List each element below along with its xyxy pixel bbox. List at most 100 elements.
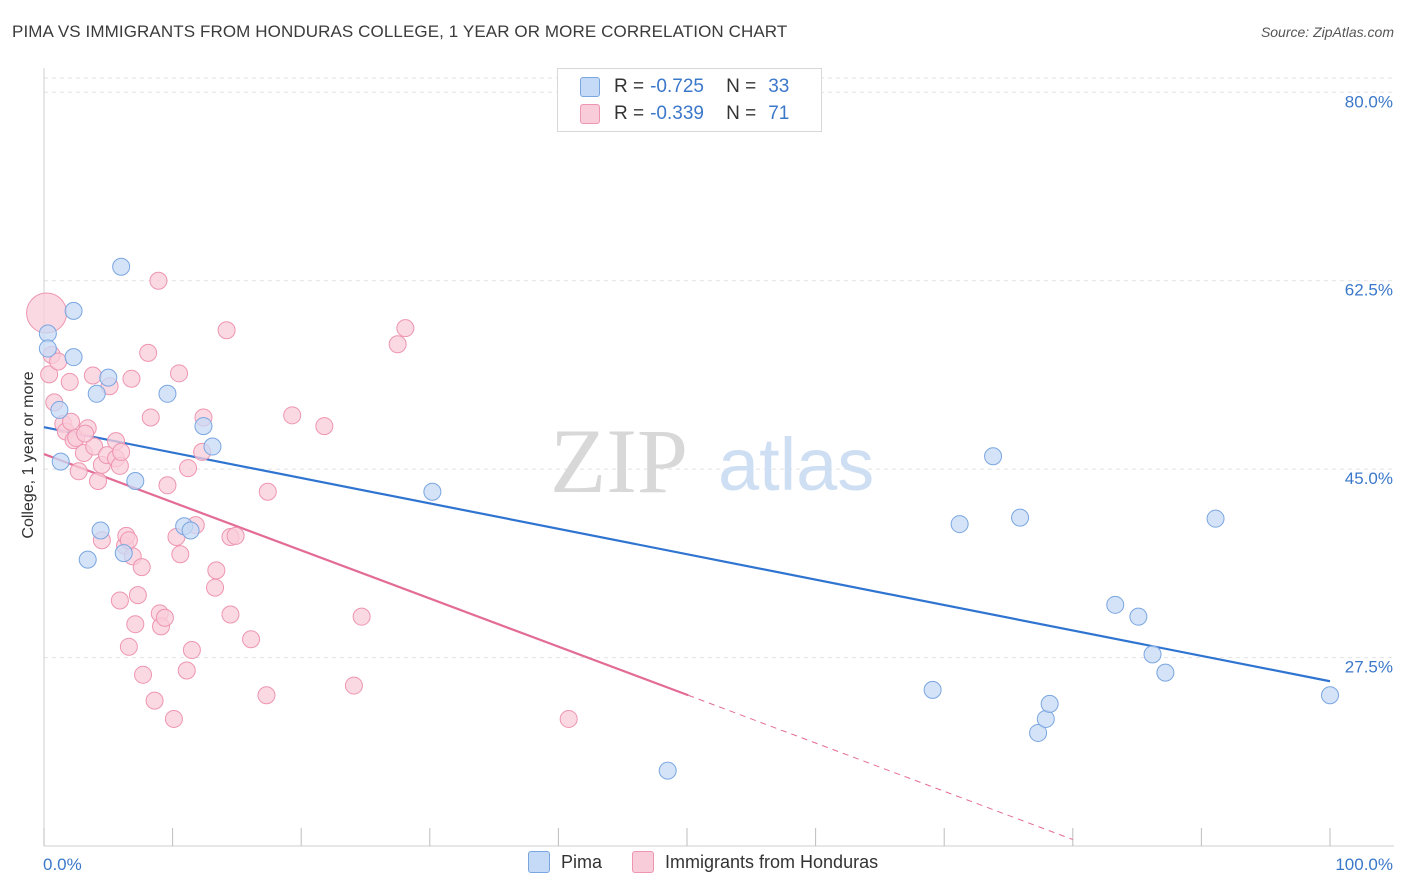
pima-point — [1036, 709, 1055, 728]
pima-point — [38, 324, 57, 343]
watermark-atlas: atlas — [718, 423, 874, 506]
honduras-point — [89, 471, 108, 490]
honduras-point — [388, 335, 407, 354]
pima-point — [51, 452, 70, 471]
legend-n-label: N = — [726, 76, 757, 97]
honduras-trend-line — [43, 453, 689, 697]
honduras-point — [258, 482, 277, 501]
pima-point — [658, 761, 677, 780]
honduras-point — [344, 676, 363, 695]
honduras-point — [83, 366, 102, 385]
pima-point — [87, 384, 106, 403]
honduras-point — [242, 630, 261, 649]
legend-item-honduras[interactable]: Immigrants from Honduras — [632, 851, 878, 873]
honduras-point — [559, 709, 578, 728]
y-tick-label: 27.5% — [1345, 658, 1393, 677]
legend-r-value: -0.339 — [650, 103, 704, 124]
watermark: ZIP atlas — [550, 410, 874, 512]
honduras-point — [134, 665, 153, 684]
x-tick-label: 0.0% — [43, 855, 82, 874]
pima-point — [99, 368, 118, 387]
honduras-point — [170, 364, 189, 383]
legend-label-pima: Pima — [561, 851, 603, 872]
legend-r-label: R = — [614, 76, 645, 97]
grid-lines — [44, 77, 1394, 659]
honduras-point — [257, 686, 276, 705]
pima-point — [38, 339, 57, 358]
pima-point — [1129, 607, 1148, 626]
pima-point — [78, 550, 97, 569]
honduras-point — [110, 591, 129, 610]
pima-point — [950, 515, 969, 534]
legend-r-value: -0.725 — [650, 76, 704, 97]
honduras-point — [315, 417, 334, 436]
honduras-point — [60, 372, 79, 391]
honduras-swatch — [580, 104, 600, 124]
legend-r-label: R = — [614, 103, 645, 124]
honduras-point — [283, 406, 302, 425]
pima-point — [1321, 686, 1339, 705]
pima-point — [1011, 508, 1030, 527]
honduras-point — [177, 661, 196, 680]
y-axis-label: College, 1 year or more — [20, 371, 37, 538]
honduras-point — [76, 424, 95, 443]
honduras-point — [207, 561, 226, 580]
axes — [43, 68, 1394, 847]
pima-point — [194, 417, 213, 436]
honduras-point — [122, 369, 141, 388]
honduras-point — [69, 462, 88, 481]
honduras-point — [206, 578, 225, 597]
pima-point — [1029, 723, 1048, 742]
legend-item-pima[interactable]: Pima — [528, 851, 602, 873]
pima-swatch — [528, 851, 550, 873]
pima-point — [923, 680, 942, 699]
pima-point — [181, 521, 200, 540]
honduras-point — [132, 558, 151, 577]
honduras-swatch — [632, 851, 655, 873]
pima-point — [1106, 595, 1125, 614]
pima-swatch — [580, 77, 600, 97]
pima-point — [50, 400, 69, 419]
chart-title: PIMA VS IMMIGRANTS FROM HONDURAS COLLEGE… — [12, 22, 788, 41]
honduras-point — [164, 709, 183, 728]
pima-point — [1156, 663, 1175, 682]
pima-point — [1040, 694, 1059, 713]
honduras-point — [62, 412, 81, 431]
x-tick-label: 100.0% — [1335, 855, 1393, 874]
honduras-point — [119, 637, 138, 656]
legend-row-honduras: R = -0.339 N = 71 — [580, 102, 789, 126]
legend-n-label: N = — [726, 103, 757, 124]
y-tick-label: 45.0% — [1345, 469, 1393, 488]
pima-point — [158, 384, 177, 403]
pima-point — [64, 301, 83, 320]
honduras-point — [171, 545, 190, 564]
trend-lines — [43, 426, 1331, 841]
legend-n-value: 33 — [768, 76, 790, 97]
pima-point — [1206, 509, 1225, 528]
honduras-point — [158, 476, 177, 495]
pima-point — [423, 482, 442, 501]
legend-label-honduras: Immigrants from Honduras — [665, 851, 879, 872]
honduras-point — [221, 605, 240, 624]
honduras-point — [128, 586, 147, 605]
honduras-point — [139, 343, 158, 362]
series-legend: Pima Immigrants from Honduras — [528, 851, 908, 873]
honduras-point — [141, 408, 160, 427]
honduras-point — [179, 459, 198, 478]
pima-point — [1143, 645, 1162, 664]
correlation-legend: R = -0.725 N = 33 R = -0.339 N = 71 — [557, 68, 822, 132]
honduras-point — [352, 607, 371, 626]
pima-point — [114, 544, 133, 563]
source-label: Source: ZipAtlas.com — [1260, 24, 1394, 40]
pima-point — [112, 257, 131, 276]
pima-point — [91, 521, 110, 540]
y-tick-label: 62.5% — [1345, 281, 1393, 300]
honduras-trend-extension — [688, 694, 1073, 841]
honduras-point — [396, 319, 415, 338]
honduras-point — [149, 271, 168, 290]
honduras-point — [226, 526, 245, 545]
tick-labels: 27.5% 45.0% 62.5% 80.0% 0.0% 100.0% — [43, 92, 1393, 874]
honduras-point — [145, 691, 164, 710]
pima-point — [203, 437, 222, 456]
